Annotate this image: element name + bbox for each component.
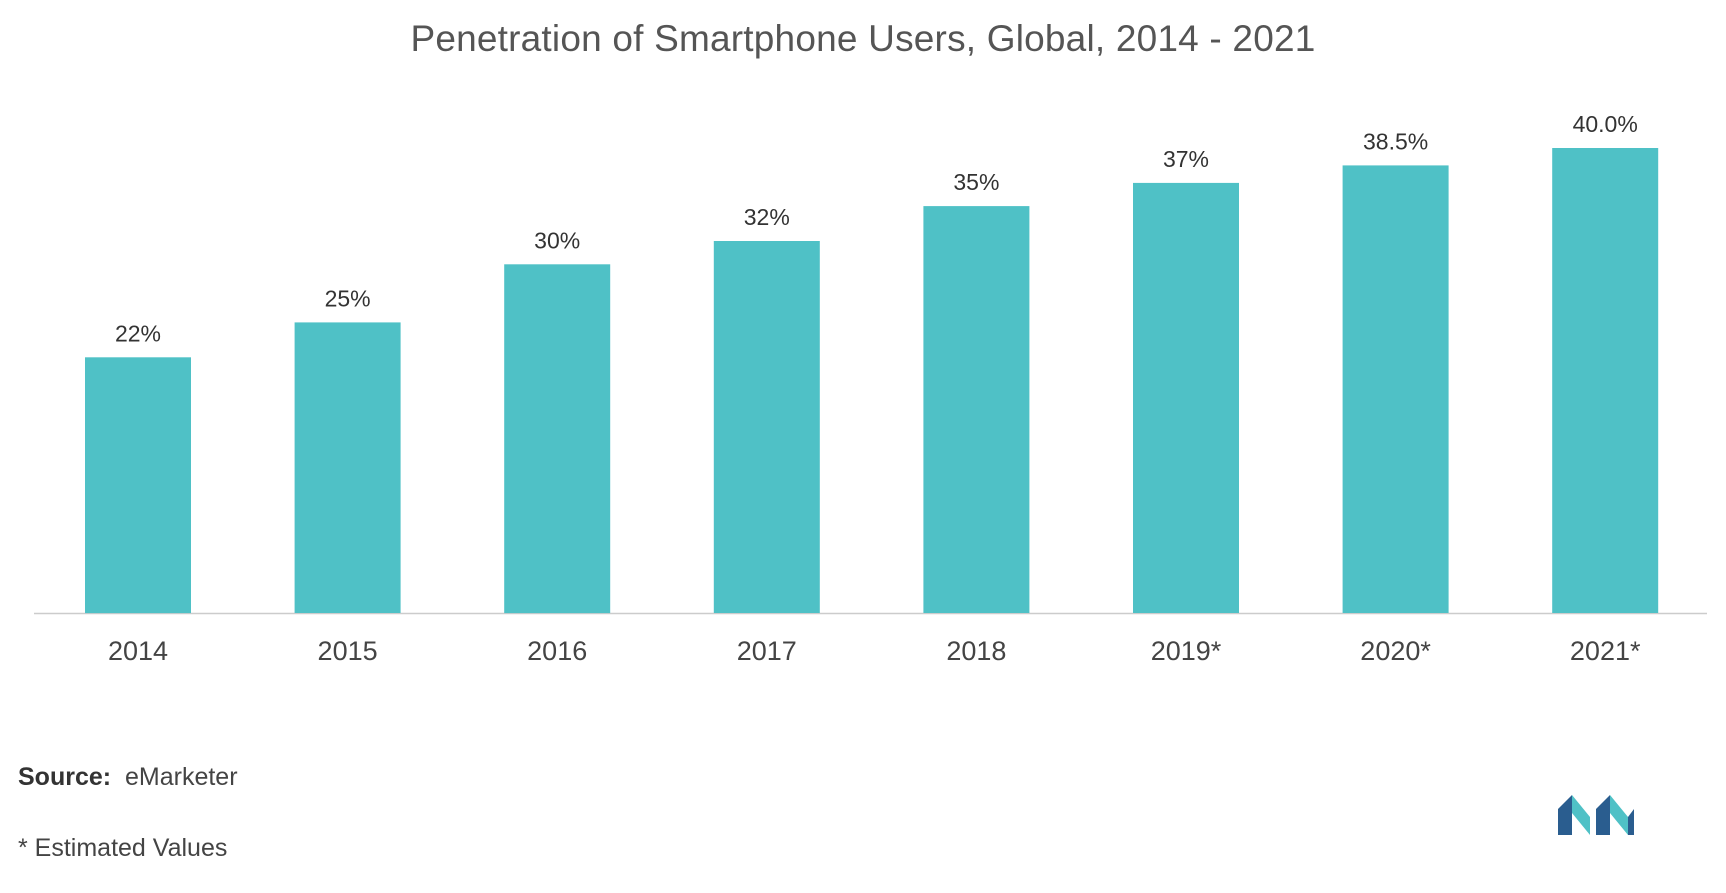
bar-2018 bbox=[923, 206, 1030, 613]
bar-2017 bbox=[713, 241, 820, 613]
data-label-2014: 22% bbox=[115, 320, 161, 346]
x-tick-label-2018: 2018 bbox=[946, 636, 1006, 666]
x-tick-label-2019-est: 2019* bbox=[1151, 636, 1222, 666]
source-value: eMarketer bbox=[125, 763, 238, 791]
data-label-2016: 30% bbox=[534, 227, 580, 253]
x-tick-label-2016: 2016 bbox=[527, 636, 587, 666]
x-tick-label-2021-est: 2021* bbox=[1570, 636, 1641, 666]
bar-2019-est bbox=[1133, 182, 1239, 613]
bar-2021-est bbox=[1552, 148, 1659, 613]
x-tick-label-2015: 2015 bbox=[318, 636, 378, 666]
data-label-2017: 32% bbox=[744, 204, 790, 230]
bar-chart: 22% 2014 25% 2015 30% 2016 32% 2017 35% 2018 37% 20… bbox=[34, 111, 1707, 666]
source-note: Source: eMarketer bbox=[18, 763, 238, 792]
data-label-2021-est: 40.0% bbox=[1573, 111, 1638, 137]
chart-title: Penetration of Smartphone Users, Global,… bbox=[410, 18, 1316, 59]
x-tick-label-2017: 2017 bbox=[737, 636, 797, 666]
x-tick-label-2014: 2014 bbox=[108, 636, 168, 666]
data-label-2020-est: 38.5% bbox=[1363, 128, 1428, 154]
bar-2014 bbox=[85, 357, 191, 614]
data-label-2015: 25% bbox=[325, 285, 371, 311]
data-label-2019-est: 37% bbox=[1163, 146, 1209, 172]
bar-2015 bbox=[294, 322, 401, 613]
data-label-2018: 35% bbox=[953, 169, 999, 195]
estimated-values-note: * Estimated Values bbox=[18, 834, 228, 862]
bar-2020-est bbox=[1342, 165, 1449, 613]
source-label: Source: bbox=[18, 763, 112, 791]
mordor-logo-icon bbox=[1558, 795, 1634, 835]
bar-2016 bbox=[504, 264, 611, 614]
x-tick-label-2020-est: 2020* bbox=[1360, 636, 1431, 666]
